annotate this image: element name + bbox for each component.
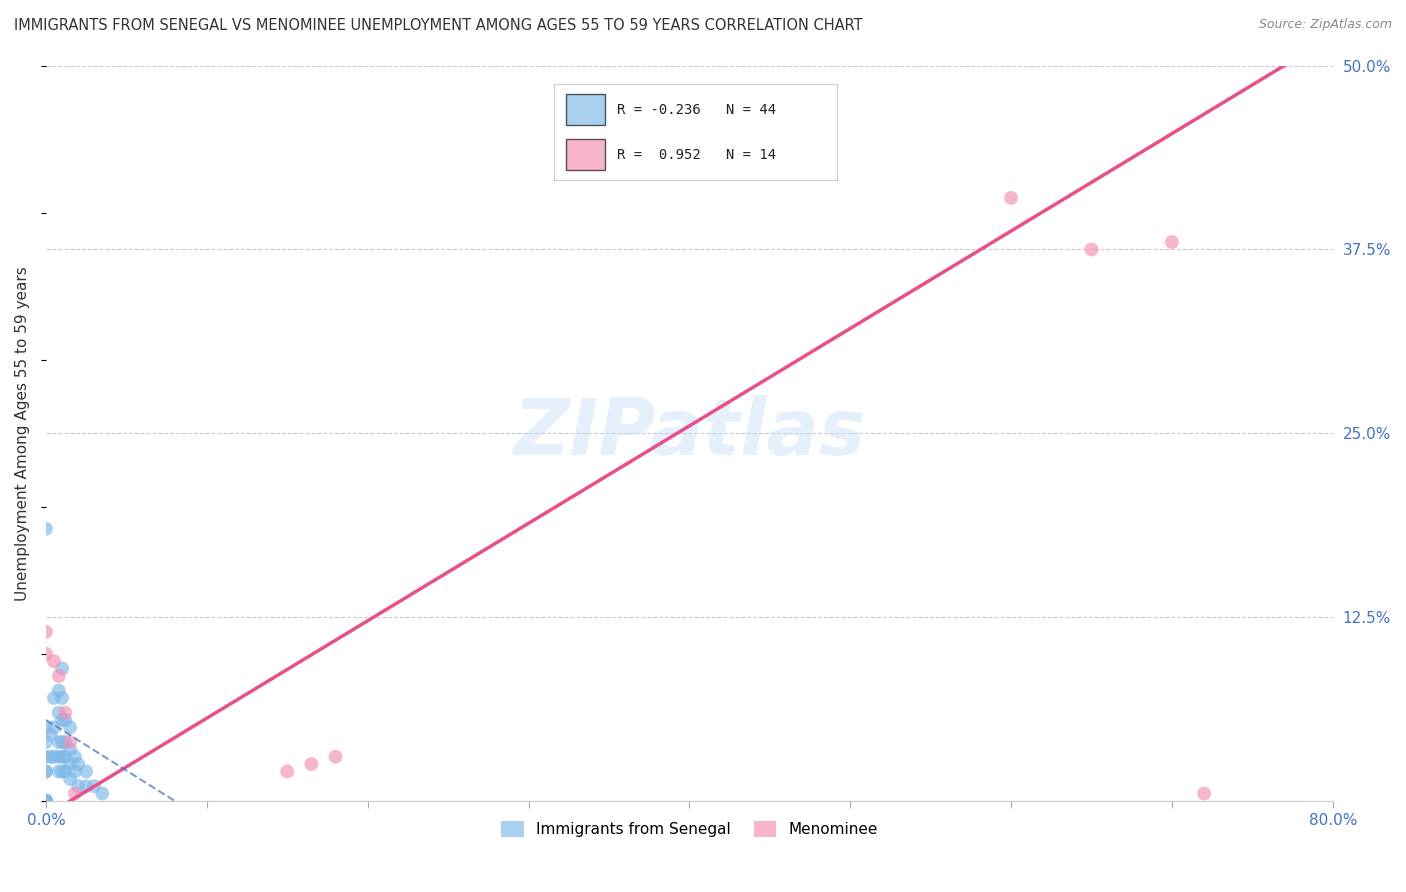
Point <box>59 757 82 772</box>
Point <box>299 757 322 772</box>
Point <box>83 779 105 793</box>
Point <box>53 706 76 720</box>
Point <box>35 794 58 808</box>
Point <box>48 735 70 749</box>
Point <box>35 794 58 808</box>
Point <box>35 647 58 661</box>
Point <box>48 669 70 683</box>
Point <box>67 779 90 793</box>
Point <box>59 772 82 786</box>
Point <box>42 654 65 668</box>
Y-axis label: Unemployment Among Ages 55 to 59 years: Unemployment Among Ages 55 to 59 years <box>15 266 30 600</box>
Point <box>53 764 76 779</box>
Point <box>53 735 76 749</box>
Point <box>35 735 58 749</box>
Point <box>91 787 114 801</box>
Point <box>48 706 70 720</box>
Point <box>35 794 58 808</box>
Point <box>35 794 58 808</box>
Point <box>63 787 86 801</box>
Point <box>276 764 298 779</box>
Point <box>53 713 76 727</box>
Point <box>59 742 82 756</box>
Point <box>35 794 58 808</box>
Point <box>48 764 70 779</box>
Point <box>51 661 73 675</box>
Point <box>35 624 58 639</box>
Legend: Immigrants from Senegal, Menominee: Immigrants from Senegal, Menominee <box>494 814 886 845</box>
Point <box>35 794 58 808</box>
Point <box>59 720 82 734</box>
Point <box>35 522 58 536</box>
Point <box>51 713 73 727</box>
Point <box>75 764 97 779</box>
Point <box>75 779 97 793</box>
Point <box>1000 191 1022 205</box>
Point <box>53 749 76 764</box>
Point <box>42 690 65 705</box>
Point <box>42 720 65 734</box>
Point <box>51 764 73 779</box>
Point <box>48 683 70 698</box>
Point <box>63 749 86 764</box>
Point <box>35 720 58 734</box>
Point <box>51 735 73 749</box>
Point <box>51 749 73 764</box>
Point <box>51 690 73 705</box>
Point <box>35 764 58 779</box>
Point <box>1161 235 1184 249</box>
Point <box>42 749 65 764</box>
Point <box>67 757 90 772</box>
Text: ZIPatlas: ZIPatlas <box>513 395 866 471</box>
Point <box>35 764 58 779</box>
Text: IMMIGRANTS FROM SENEGAL VS MENOMINEE UNEMPLOYMENT AMONG AGES 55 TO 59 YEARS CORR: IMMIGRANTS FROM SENEGAL VS MENOMINEE UNE… <box>14 18 863 33</box>
Point <box>63 764 86 779</box>
Point <box>325 749 347 764</box>
Point <box>48 749 70 764</box>
Point <box>59 735 82 749</box>
Point <box>39 749 62 764</box>
Point <box>35 749 58 764</box>
Text: Source: ZipAtlas.com: Source: ZipAtlas.com <box>1258 18 1392 31</box>
Point <box>1080 243 1102 257</box>
Point <box>1192 787 1215 801</box>
Point <box>39 728 62 742</box>
